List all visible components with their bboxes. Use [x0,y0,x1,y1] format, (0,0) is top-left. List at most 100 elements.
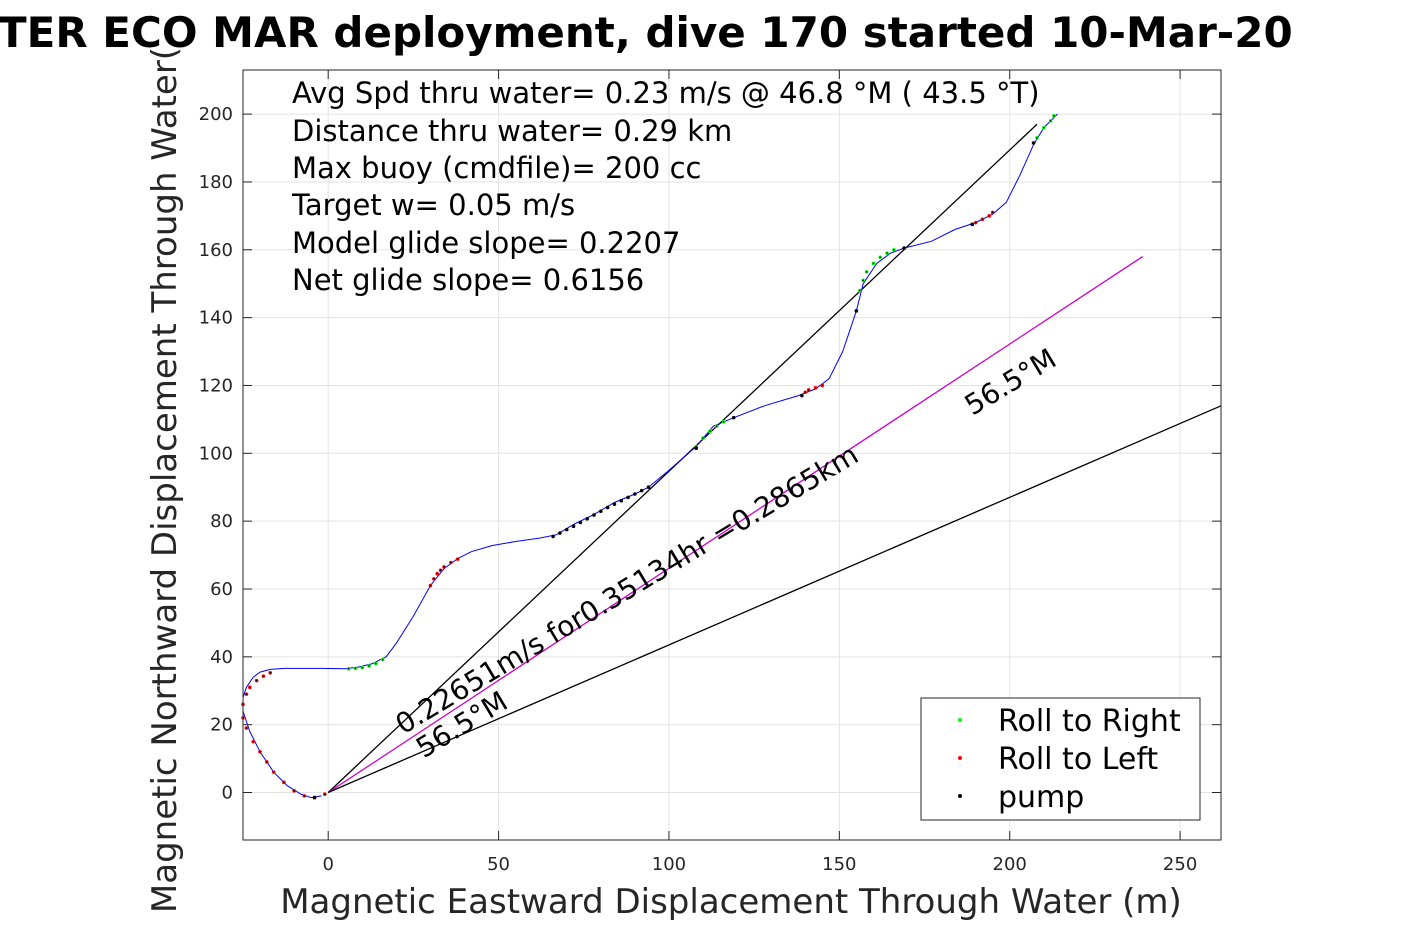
marker-core-roll-to-left [272,771,275,773]
marker-pump [633,492,637,496]
marker-core-roll-to-left [252,740,255,743]
stat-distance: Distance thru water= 0.29 km [292,114,732,148]
glider-track-line [242,113,1058,799]
legend-label-roll-left: Roll to Left [998,742,1158,777]
legend-box [920,697,1201,821]
marker-pump [639,488,644,493]
marker-pump [599,509,603,514]
y-tick-label: 100 [199,443,233,464]
marker-core-roll-to-left [807,389,810,391]
marker-pump [612,502,617,506]
marker-core-roll-to-left [443,566,445,568]
marker-core-roll-to-left [436,572,439,575]
marker-layer [241,113,1056,800]
marker-core-roll-to-left [262,675,265,677]
marker-core-roll-to-left [249,686,251,689]
marker-pump [694,446,699,451]
stat-target-w: Target w= 0.05 m/s [291,188,575,222]
marker-core-roll-to-left [245,727,248,729]
y-tick-label: 180 [199,172,233,193]
marker-core-roll-to-left [439,569,442,572]
marker-core-roll-to-left [988,215,991,217]
stats-block: Avg Spd thru water= 0.23 m/s @ 46.8 °M (… [291,76,1040,297]
marker-core-roll-to-left [293,790,295,792]
x-tick-label: 250 [1163,854,1197,875]
marker-core-roll-to-left [245,693,248,695]
marker-pump [592,513,596,517]
y-tick-label: 40 [210,647,233,668]
marker-core-roll-to-right [715,425,718,427]
marker-pump [970,222,975,227]
stat-avg-speed: Avg Spd thru water= 0.23 m/s @ 46.8 °M (… [292,76,1040,110]
marker-core-roll-to-right [1043,126,1045,129]
marker-pump [551,534,555,539]
x-tick-label: 100 [652,854,686,875]
marker-core-roll-to-right [722,420,725,423]
marker-pump [1031,141,1036,145]
stat-max-buoy: Max buoy (cmdfile)= 200 cc [292,151,701,185]
marker-core-roll-to-left [433,578,435,580]
y-tick-label: 160 [199,240,233,261]
marker-core-roll-to-right [893,248,895,251]
y-tick-label: 0 [222,783,233,804]
marker-core-roll-to-right [375,662,377,665]
marker-pump [564,527,569,532]
y-tick-label: 200 [199,104,233,125]
marker-pump [619,498,624,503]
y-tick-label: 120 [199,375,233,396]
marker-core-roll-to-right [368,665,370,667]
legend: Roll to Right Roll to Left pump [920,697,1201,821]
marker-pump [731,415,736,420]
marker-core-roll-to-right [886,252,888,254]
marker-core-roll-to-right [865,271,868,273]
marker-core-roll-to-left [283,781,285,784]
x-tick-label: 50 [487,854,510,875]
marker-pump [571,524,576,529]
marker-core-roll-to-left [456,558,459,560]
plot-frame [242,69,1222,841]
y-tick-label: 60 [210,579,233,600]
marker-pump [605,505,610,510]
marker-core-roll-to-right [361,666,364,669]
marker-core-roll-to-right [862,279,864,282]
reference-line [327,256,1143,794]
marker-pump [902,246,906,250]
track-layer [242,113,1058,799]
marker-core-roll-to-right [1049,120,1052,122]
marker-core-roll-to-left [981,218,984,221]
marker-core-roll-to-right [347,667,350,670]
legend-marker-pump [958,794,962,798]
marker-core-roll-to-right [702,437,704,439]
legend-marker-roll-right [958,718,962,722]
y-tick-label: 80 [210,511,233,532]
stat-net-glide-slope: Net glide slope= 0.6156 [292,263,644,297]
marker-pump [312,795,317,800]
marker-pump [646,485,651,490]
marker-pump [626,495,630,500]
marker-core-roll-to-right [709,430,711,433]
marker-core-roll-to-right [1053,114,1055,117]
x-tick-label: 150 [822,854,856,875]
legend-label-roll-right: Roll to Right [998,704,1181,739]
y-tick-label: 140 [199,308,233,329]
marker-core-roll-to-left [804,391,807,394]
marker-core-roll-to-left [255,679,258,682]
marker-pump [558,531,562,535]
marker-core-roll-to-left [303,795,306,797]
marker-core-roll-to-left [450,561,452,564]
marker-pump [585,516,589,521]
x-axis-label: Magnetic Eastward Displacement Through W… [280,882,1182,922]
marker-core-roll-to-right [872,262,875,265]
marker-core-roll-to-right [381,658,384,661]
reference-line [327,405,1222,794]
marker-pump [854,309,859,313]
y-axis-label: Magnetic Northward Displacement Through … [145,47,185,913]
marker-core-roll-to-right [879,256,882,259]
legend-marker-roll-left [958,756,962,760]
chart-title: TER ECO MAR deployment, dive 170 started… [0,8,1293,57]
marker-core-roll-to-left [974,221,977,224]
marker-pump [578,520,583,525]
x-tick-label: 200 [993,854,1027,875]
marker-core-roll-to-right [1036,137,1038,139]
